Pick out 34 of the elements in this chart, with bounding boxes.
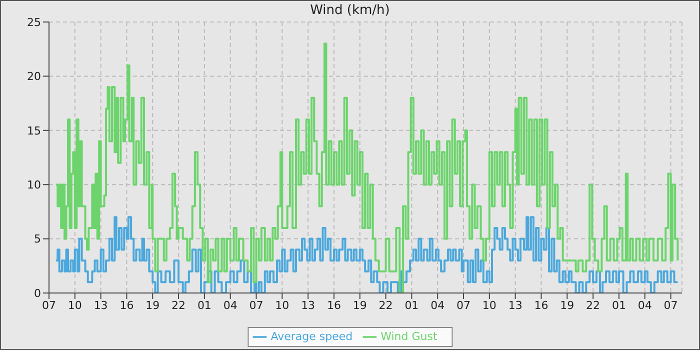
x-tick-label: 04 bbox=[430, 298, 445, 312]
x-tick-label: 04 bbox=[223, 298, 238, 312]
x-tick-label: 16 bbox=[326, 298, 341, 312]
x-tick-label: 16 bbox=[120, 298, 134, 312]
x-tick-label: 10 bbox=[482, 298, 496, 312]
x-tick-label: 22 bbox=[586, 298, 600, 312]
x-tick-label: 22 bbox=[378, 298, 393, 312]
x-tick-label: 13 bbox=[508, 298, 522, 312]
x-tick-label: 07 bbox=[249, 298, 264, 312]
chart-title: Wind (km/h) bbox=[310, 3, 390, 18]
x-tick-label: 19 bbox=[560, 298, 574, 312]
x-tick-label: 22 bbox=[172, 298, 186, 312]
x-tick-label: 10 bbox=[68, 298, 82, 312]
x-tick-label: 13 bbox=[301, 298, 316, 312]
y-tick-label: 0 bbox=[34, 286, 41, 300]
x-tick-label: 10 bbox=[275, 298, 290, 312]
legend-label: Average speed bbox=[270, 330, 353, 344]
y-tick-label: 25 bbox=[27, 16, 41, 29]
y-tick-label: 20 bbox=[27, 70, 41, 84]
x-tick-label: 07 bbox=[456, 298, 471, 312]
x-tick-label: 01 bbox=[612, 298, 626, 312]
x-tick-label: 19 bbox=[352, 298, 367, 312]
x-tick-label: 07 bbox=[664, 298, 678, 312]
x-tick-label: 07 bbox=[42, 298, 56, 312]
x-tick-label: 16 bbox=[534, 298, 548, 312]
x-tick-label: 04 bbox=[638, 298, 652, 312]
x-tick-label: 01 bbox=[197, 298, 212, 312]
y-tick-label: 5 bbox=[34, 232, 41, 246]
x-tick-label: 19 bbox=[146, 298, 160, 312]
y-tick-label: 10 bbox=[27, 178, 41, 192]
x-tick-label: 13 bbox=[94, 298, 108, 312]
x-tick-label: 01 bbox=[404, 298, 419, 312]
legend-label: Wind Gust bbox=[380, 330, 438, 344]
y-tick-label: 15 bbox=[27, 124, 41, 138]
